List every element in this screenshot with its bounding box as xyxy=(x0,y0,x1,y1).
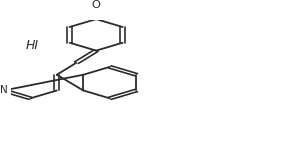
Text: HI: HI xyxy=(26,39,39,52)
Text: N: N xyxy=(0,86,8,95)
Text: O: O xyxy=(92,0,100,10)
